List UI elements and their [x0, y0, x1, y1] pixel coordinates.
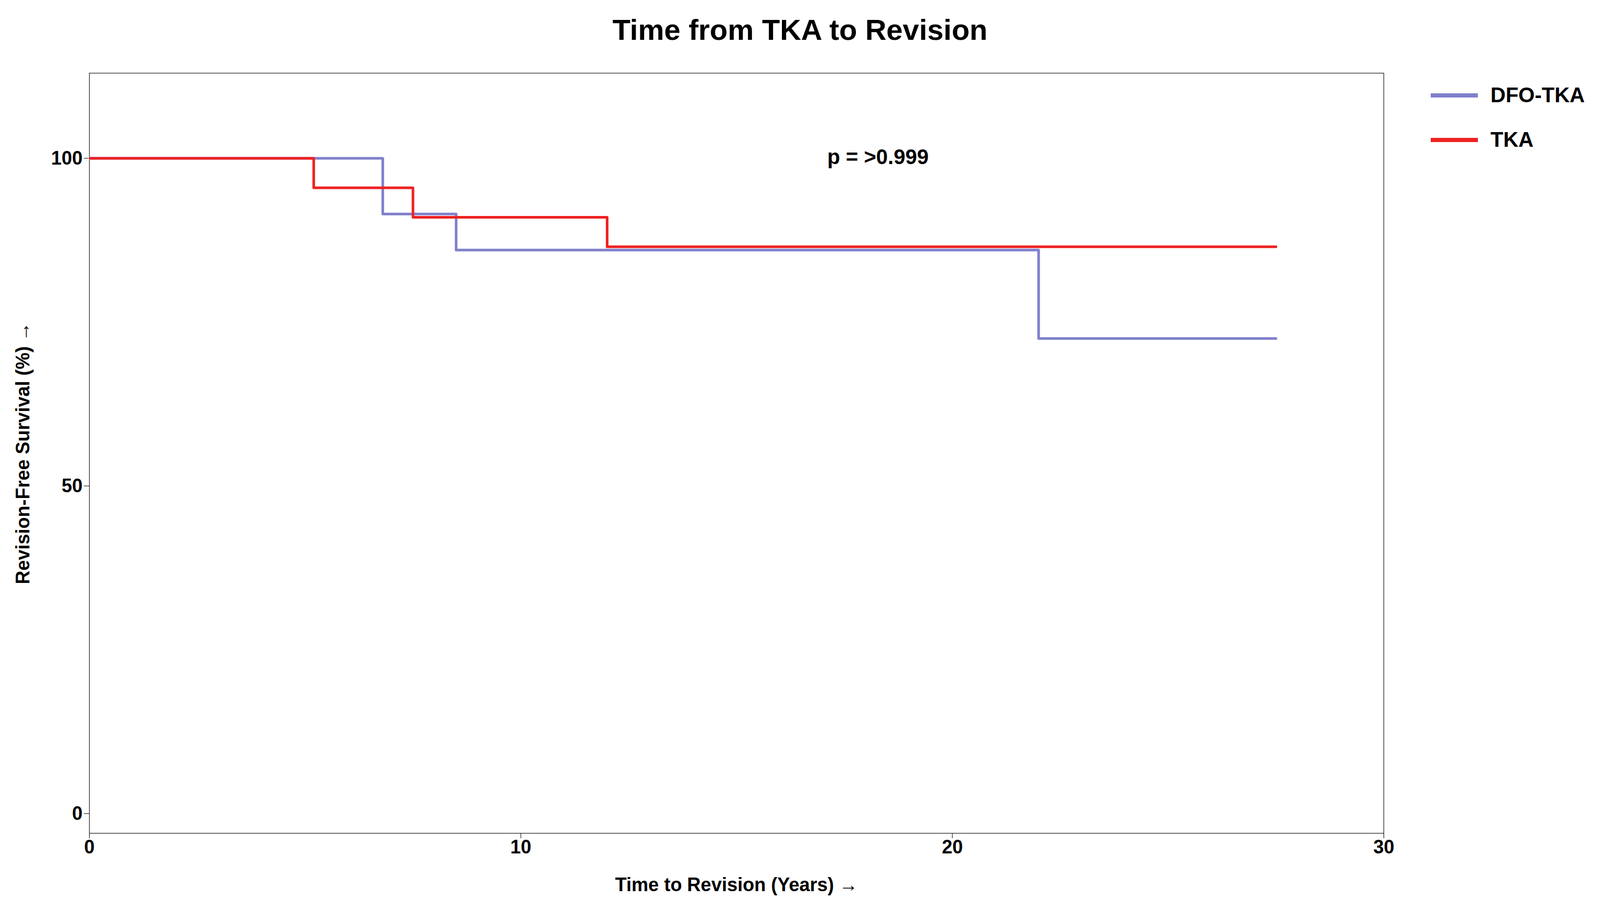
- svg-text:p = >0.999: p = >0.999: [826, 145, 929, 169]
- svg-text:20: 20: [941, 835, 963, 858]
- svg-text:Time to Revision (Years) →: Time to Revision (Years) →: [615, 873, 858, 896]
- html-text:Time from TKA to Revision: Time from TKA to Revision: [612, 13, 988, 47]
- html-text:DFO-TKA: DFO-TKA: [1490, 83, 1585, 107]
- svg-text:50: 50: [61, 474, 83, 497]
- svg-text:0: 0: [83, 835, 95, 858]
- svg-text:100: 100: [50, 147, 83, 169]
- html-text:TKA: TKA: [1490, 127, 1534, 151]
- svg-text:10: 10: [510, 835, 532, 858]
- svg-text:Revision-Free Survival (%) →: Revision-Free Survival (%) →: [12, 321, 34, 584]
- svg-text:30: 30: [1373, 835, 1395, 858]
- svg-text:0: 0: [71, 802, 83, 824]
